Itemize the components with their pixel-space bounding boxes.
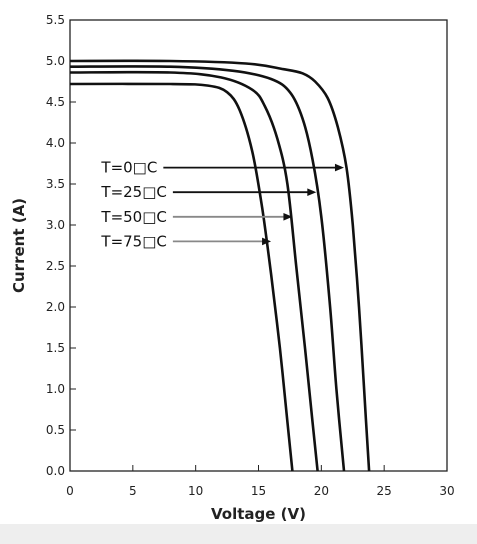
x-tick-label: 30: [439, 484, 454, 498]
x-tick-label: 0: [66, 484, 74, 498]
annotation-label-0: T=0□C: [100, 159, 157, 177]
series-line-3: [69, 82, 294, 472]
y-tick-label: 5.5: [46, 13, 65, 27]
annotation-label-3: T=75□C: [100, 232, 166, 250]
annotation-arrowhead-1: [307, 188, 317, 196]
y-tick-label: 0.0: [46, 464, 65, 478]
y-tick-label: 0.5: [46, 423, 65, 437]
y-tick-label: 4.5: [46, 95, 65, 109]
y-tick-label: 2.5: [46, 259, 65, 273]
annotation-arrowhead-0: [334, 163, 344, 172]
y-tick-label: 2.0: [46, 300, 65, 314]
annotation-arrowhead-2: [283, 213, 293, 221]
annotation-label-1: T=25□C: [100, 183, 166, 201]
y-tick-label: 3.5: [46, 177, 65, 191]
y-tick-label: 3.0: [46, 218, 65, 232]
series-line-0: [69, 59, 371, 472]
annotation-arrowhead-3: [262, 237, 272, 246]
x-tick-label: 5: [129, 484, 137, 498]
bottom-bar: [0, 524, 477, 544]
annotation-label-2: T=50□C: [100, 208, 166, 226]
x-tick-label: 15: [251, 484, 266, 498]
y-tick-label: 1.0: [46, 382, 65, 396]
chart-figure: 0.0 0.5 1.0 1.5 2.0 2.5 3.0 3.5 4.0 4.5 5.0 5.5 0 5 1…: [10, 13, 455, 523]
x-tick-label: 20: [314, 484, 329, 498]
iv-curve-chart: 0.0 0.5 1.0 1.5 2.0 2.5 3.0 3.5 4.0 4.5 5.0 5.5 0 5 1…: [10, 13, 455, 523]
y-axis-title: Current (A): [10, 198, 28, 293]
series-line-2: [69, 70, 319, 472]
y-tick-label: 5.0: [46, 54, 65, 68]
series-line-1: [69, 65, 346, 472]
x-axis-title: Voltage (V): [211, 505, 306, 523]
y-tick-label: 1.5: [46, 341, 65, 355]
y-tick-label: 4.0: [46, 136, 65, 150]
x-tick-label: 25: [377, 484, 392, 498]
x-tick-label: 10: [188, 484, 203, 498]
